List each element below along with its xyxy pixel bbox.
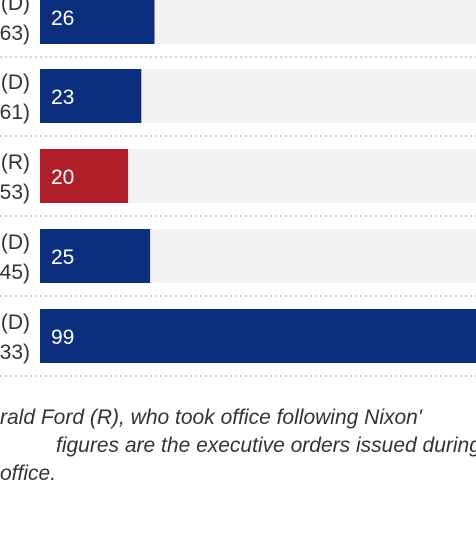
bar-value-label: 25: [51, 246, 74, 269]
bar-value-label: 99: [51, 326, 74, 349]
category-label-years: 63): [0, 22, 30, 45]
bar: [40, 229, 151, 283]
category-label-years: 53): [0, 181, 30, 204]
footnote-line-3: office.: [0, 462, 57, 485]
bar: [40, 69, 142, 123]
bar-value-label: 26: [51, 7, 74, 30]
bar: [40, 0, 155, 44]
category-label-party: (D): [1, 0, 30, 15]
bar: [40, 309, 476, 363]
category-label-years: 61): [0, 101, 30, 124]
category-label-years: 33): [0, 341, 30, 364]
bar: [40, 149, 129, 203]
category-label-years: 45): [0, 261, 30, 284]
category-label-party: (R): [1, 151, 30, 174]
footnote: rald Ford (R), who took office following…: [0, 404, 476, 488]
category-label-party: (D): [1, 311, 30, 334]
bar-value-label: 23: [51, 86, 74, 109]
footnote-line-2: figures are the executive orders issued …: [56, 434, 476, 457]
category-label-party: (D): [1, 71, 30, 94]
footnote-line-1: rald Ford (R), who took office following…: [0, 406, 422, 429]
bar-value-label: 20: [51, 166, 74, 189]
category-label-party: (D): [1, 231, 30, 254]
